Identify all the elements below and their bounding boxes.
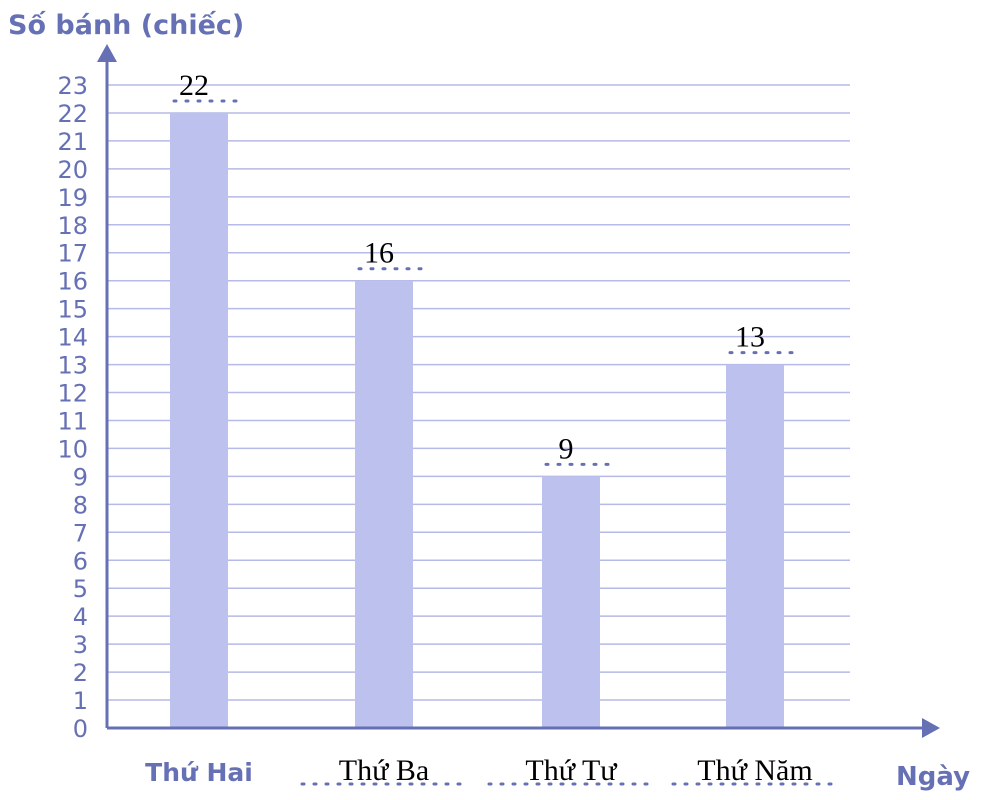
y-tick-label: 13 [57,352,88,380]
y-tick-label: 0 [73,715,88,743]
y-tick-label: 19 [57,184,88,212]
data-label: 13 [735,321,765,354]
bar-3 [542,476,600,728]
y-axis-title: Số bánh (chiếc) [8,10,244,41]
data-label: 22 [179,69,209,102]
y-tick-label: 5 [73,575,88,603]
bars [170,112,784,728]
y-tick-label: 8 [73,491,88,519]
bar-1 [170,112,228,728]
y-tick-label: 21 [57,128,88,156]
x-tick-label: Thứ Ba [339,754,429,787]
y-tick-label: 15 [57,296,88,324]
y-tick-label: 4 [73,603,88,631]
y-tick-label: 12 [57,380,88,408]
x-axis-title: Ngày [896,762,970,792]
y-tick-label: 6 [73,547,88,575]
y-tick-label: 2 [73,659,88,687]
y-tick-label: 17 [57,240,88,268]
y-tick-label: 14 [57,324,88,352]
bar-4 [726,364,784,728]
gridlines [107,84,850,701]
y-tick-label: 18 [57,212,88,240]
y-axis-arrow [97,44,117,62]
y-tick-label: 3 [73,631,88,659]
axes [97,44,940,738]
y-tick-label: 22 [57,100,88,128]
y-tick-label: 9 [73,463,88,491]
y-tick-label: 7 [73,519,88,547]
y-tick-label: 16 [57,268,88,296]
x-axis-arrow [922,718,940,738]
x-tick-labels: Thứ Hai Thứ Ba Thứ Tư Thứ Năm [145,754,839,787]
x-tick-label: Thứ Hai [145,758,253,787]
y-tick-label: 20 [57,156,88,184]
y-tick-label: 10 [57,435,88,463]
y-tick-label: 11 [57,407,88,435]
y-tick-label: 1 [73,687,88,715]
y-tick-label: 23 [57,72,88,100]
bar-2 [355,280,413,728]
data-label: 16 [364,237,394,270]
x-tick-label: Thứ Năm [697,754,812,787]
x-tick-label: Thứ Tư [525,754,618,787]
data-labels: 22 16 9 13 [172,69,802,466]
data-label: 9 [559,432,574,465]
